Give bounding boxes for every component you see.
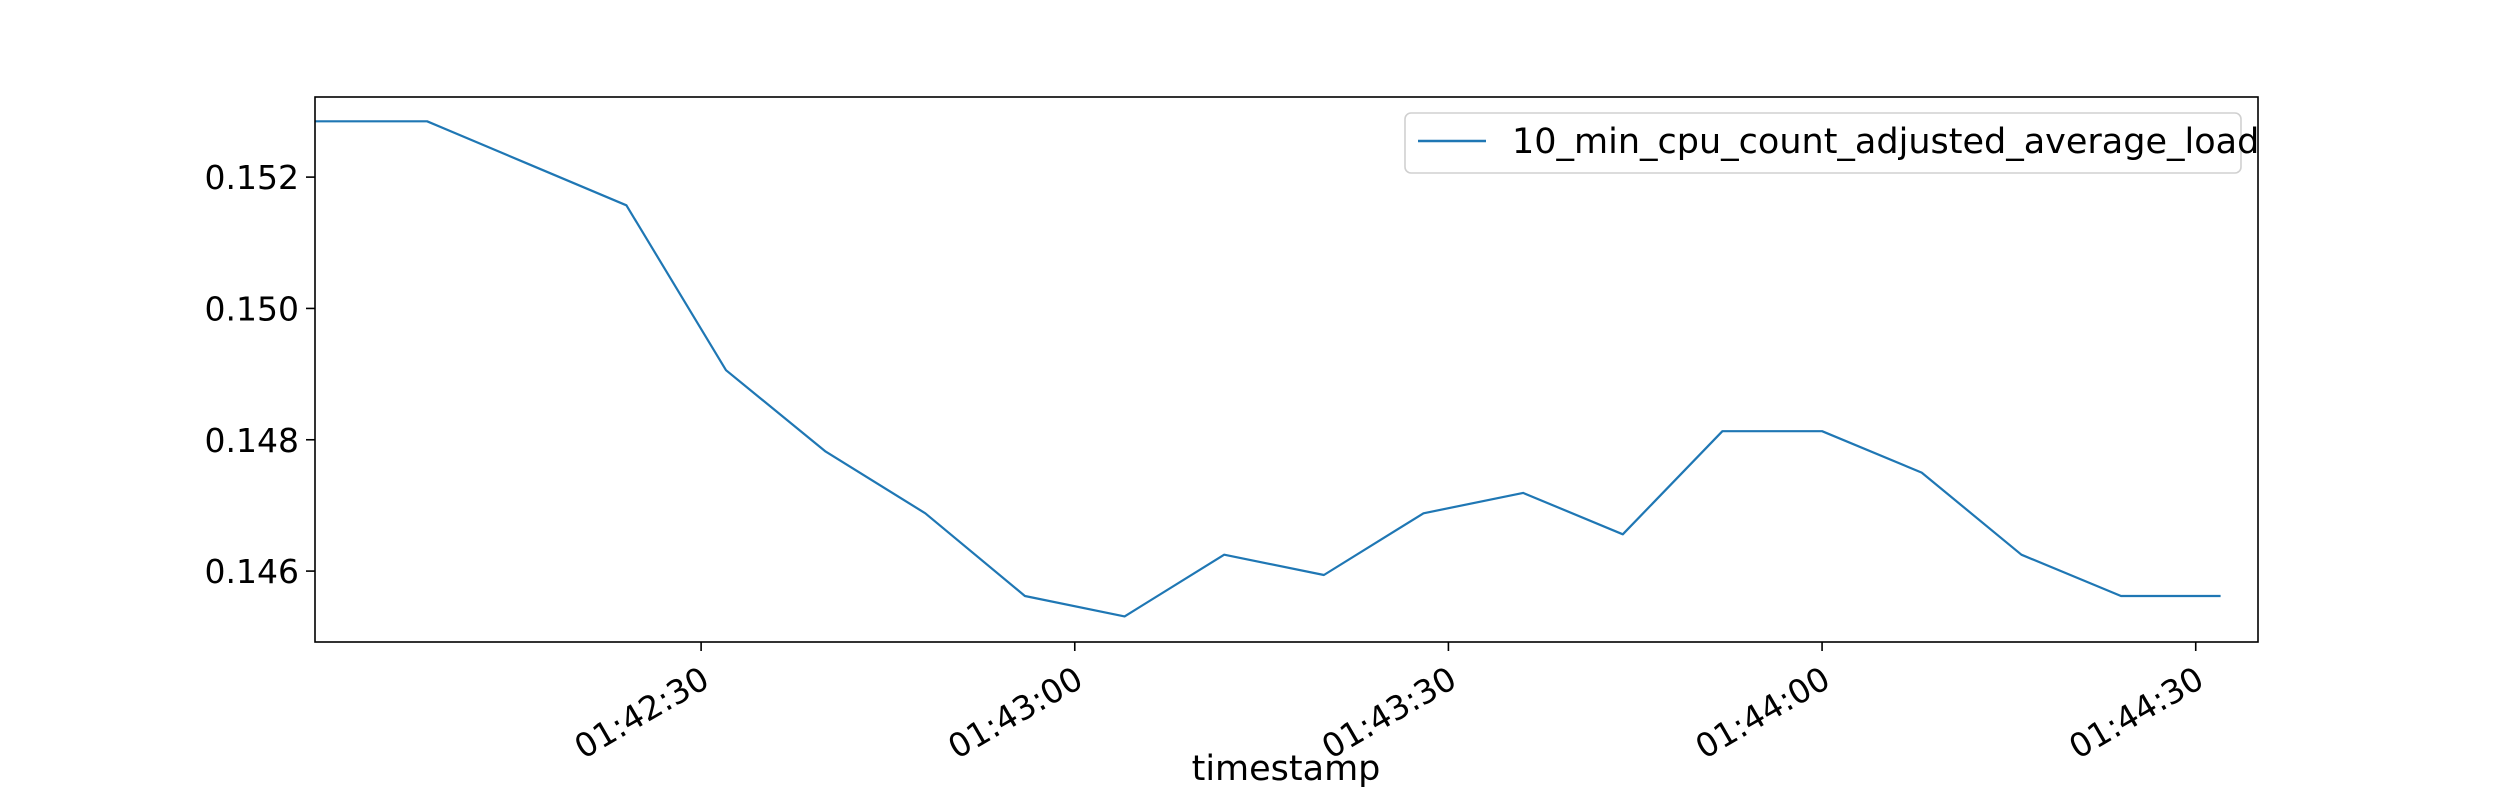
legend-label: 10_min_cpu_count_adjusted_average_load	[1512, 122, 2259, 162]
x-axis-title: timestamp	[1192, 749, 1381, 789]
series-layer	[315, 120, 2221, 618]
y-tick-label: 0.152	[205, 158, 299, 197]
legend-box	[1404, 112, 2242, 174]
legend: 10_min_cpu_count_adjusted_average_load	[1404, 112, 2259, 174]
y-tick-label: 0.148	[205, 421, 299, 460]
y-tick-label: 0.146	[205, 552, 299, 591]
y-axis: 0.146 0.148 0.150 0.152	[205, 158, 315, 591]
y-tick-label: 0.150	[205, 289, 299, 328]
plot-frame	[314, 96, 2259, 643]
series-line-0	[315, 120, 2221, 618]
